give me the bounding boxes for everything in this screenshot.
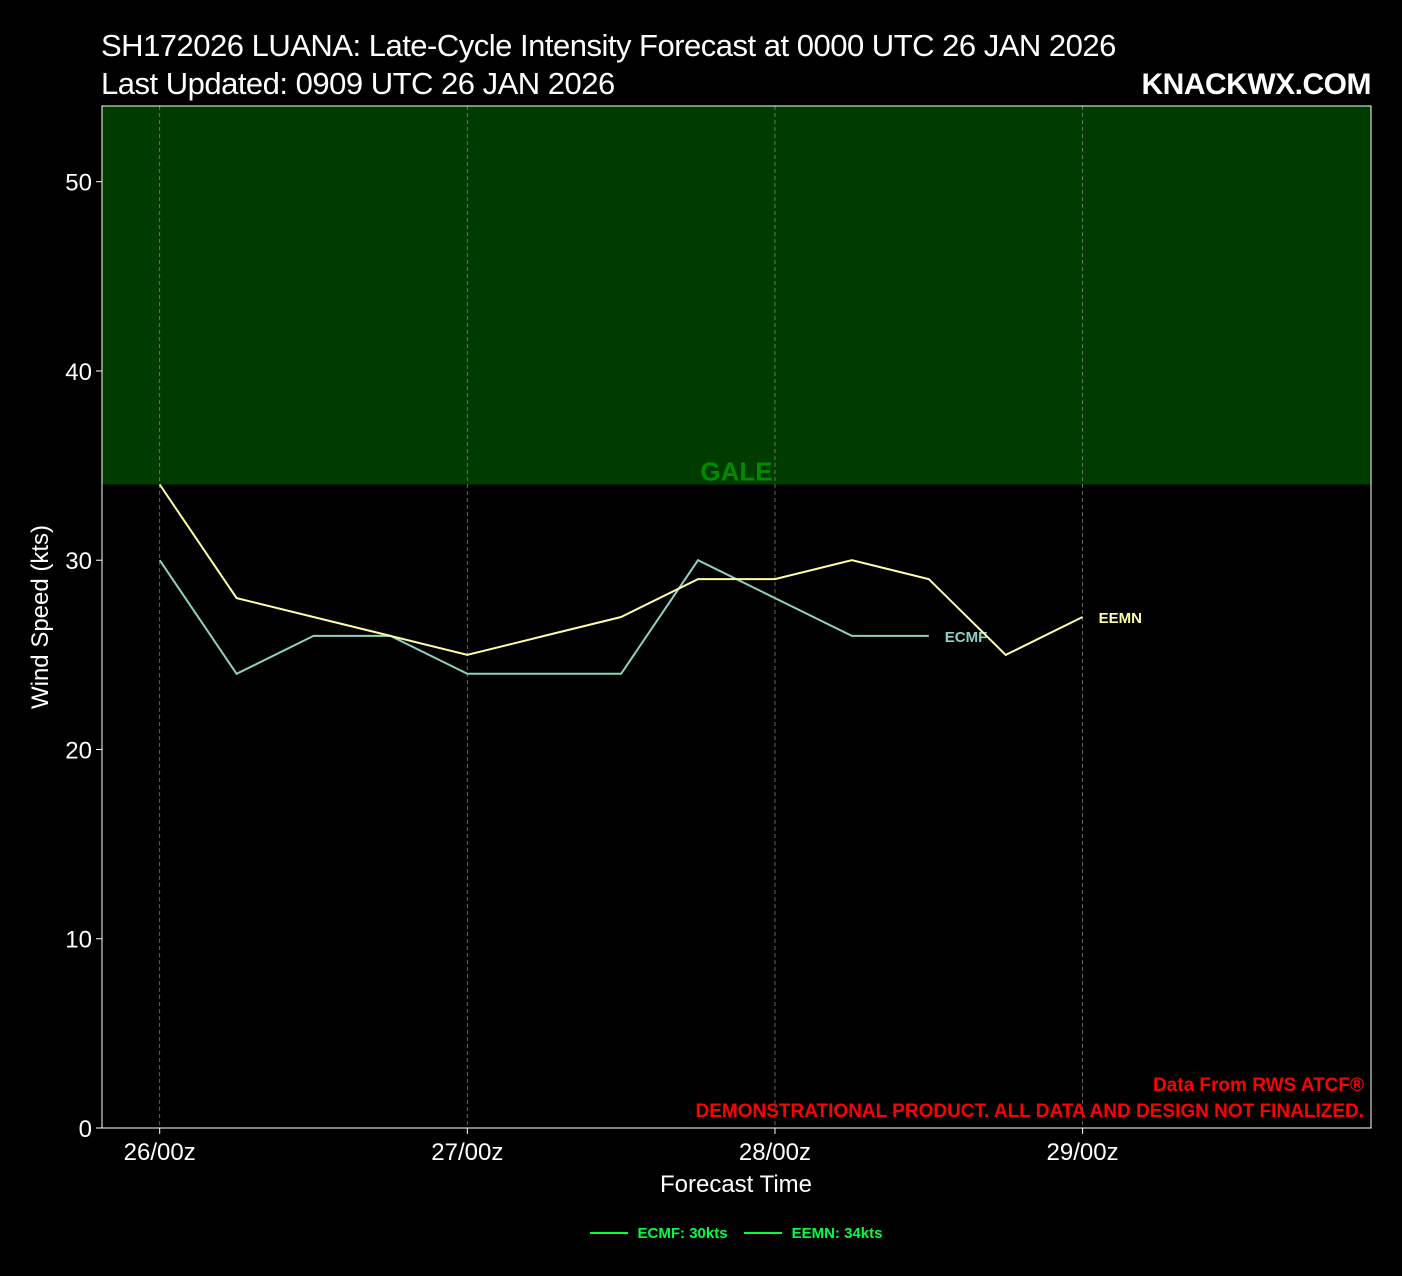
legend-entry-ecmf: ECMF: 30kts [589, 1224, 728, 1242]
legend-swatch-ecmf [589, 1232, 628, 1234]
series-line-eemn [158, 483, 1084, 657]
legend-entry-eemn: EEMN: 34kts [743, 1224, 883, 1242]
brand-logo-text: KNACKWX.COM [1141, 68, 1372, 101]
x-tick-label: 28/00z [739, 1139, 811, 1166]
legend-label-ecmf: ECMF: 30kts [637, 1224, 728, 1242]
plot-frame [101, 105, 1372, 1129]
y-axis-label: Wind Speed (kts) [27, 525, 54, 709]
y-tick-label: 40 [65, 359, 92, 386]
disclaimer-text: DEMONSTRATIONAL PRODUCT. ALL DATA AND DE… [696, 1101, 1365, 1122]
x-tick-label: 26/00z [124, 1139, 196, 1166]
y-tick-label: 20 [65, 737, 92, 764]
gale-band-label: GALE [700, 457, 772, 487]
data-source-credit: Data From RWS ATCF® [1153, 1075, 1364, 1096]
y-tick-label: 50 [65, 170, 92, 197]
series-end-label-ecmf: ECMF [945, 629, 988, 646]
y-tick-label: 30 [65, 548, 92, 575]
x-tick-label: 27/00z [431, 1139, 503, 1166]
legend-label-eemn: EEMN: 34kts [791, 1224, 883, 1242]
legend-swatch-eemn [743, 1232, 782, 1234]
series-end-label-eemn: EEMN [1099, 610, 1142, 627]
series-line-ecmf [158, 558, 929, 676]
y-tick-label: 10 [65, 927, 92, 954]
x-axis-label: Forecast Time [660, 1171, 812, 1198]
chart-subtitle: Last Updated: 0909 UTC 26 JAN 2026 [101, 66, 615, 101]
gale-band [102, 106, 1371, 485]
legend: ECMF: 30kts EEMN: 34kts [0, 1220, 1402, 1246]
chart-title: SH172026 LUANA: Late-Cycle Intensity For… [101, 28, 1116, 63]
x-tick-label: 29/00z [1047, 1139, 1119, 1166]
y-tick-label: 0 [79, 1116, 92, 1143]
